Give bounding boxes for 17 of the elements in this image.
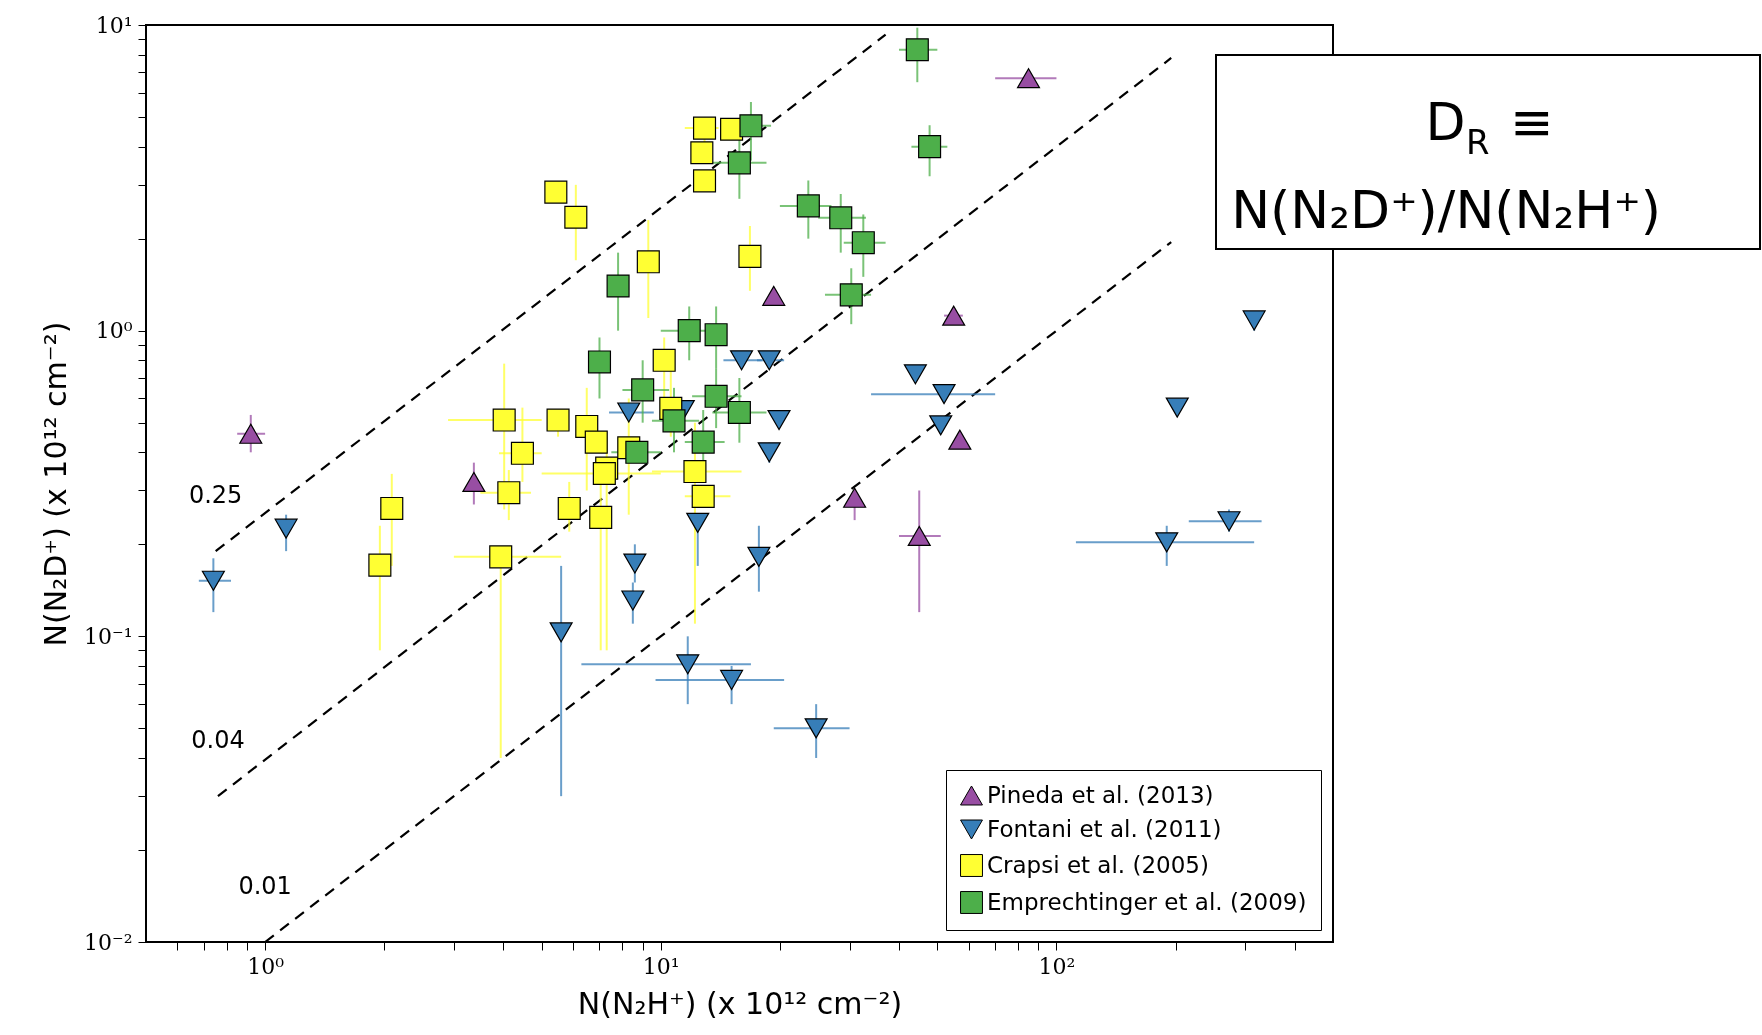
x-axis-title: N(N₂H⁺) (x 10¹² cm⁻²) xyxy=(577,985,903,1021)
y-tick-label: 10⁻¹ xyxy=(84,623,133,649)
legend-label: Crapsi et al. (2005) xyxy=(987,851,1209,878)
x-tick-label: 10⁰ xyxy=(247,953,285,979)
x-tick-label: 10² xyxy=(1038,953,1076,979)
y-axis-title: N(N₂D⁺) (x 10¹² cm⁻²) xyxy=(38,321,74,647)
y-tick-label: 10¹ xyxy=(95,12,133,38)
series-label: 0.25 xyxy=(188,481,243,510)
legend-label: Fontani et al. (2011) xyxy=(987,815,1222,842)
annotation: N(N₂D⁺)/N(N₂H⁺) xyxy=(1231,180,1662,240)
series-label: 0.04 xyxy=(191,726,245,755)
y-tick-label: 10⁰ xyxy=(95,318,133,344)
y-tick-label: 10⁻² xyxy=(84,929,133,955)
legend-label: Emprechtinger et al. (2009) xyxy=(987,888,1307,915)
x-tick-label: 10¹ xyxy=(642,953,680,979)
legend-label: Pineda et al. (2013) xyxy=(987,781,1214,808)
series-label: 0.01 xyxy=(238,872,292,900)
